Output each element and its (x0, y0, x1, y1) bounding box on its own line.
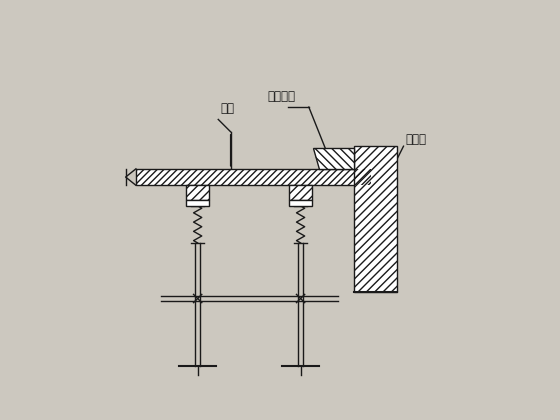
Polygon shape (313, 148, 354, 169)
Bar (136, 169, 371, 185)
Bar (290, 185, 312, 200)
Text: 封边龙骨: 封边龙骨 (268, 90, 296, 103)
Text: 方木: 方木 (220, 102, 234, 116)
Bar (136, 169, 371, 185)
Text: 海锡条: 海锡条 (405, 133, 427, 146)
Bar (290, 200, 312, 206)
Bar (186, 200, 209, 206)
Bar (290, 185, 312, 200)
Bar (186, 185, 209, 200)
Bar (354, 146, 398, 292)
Bar (354, 146, 398, 292)
Bar (186, 185, 209, 200)
